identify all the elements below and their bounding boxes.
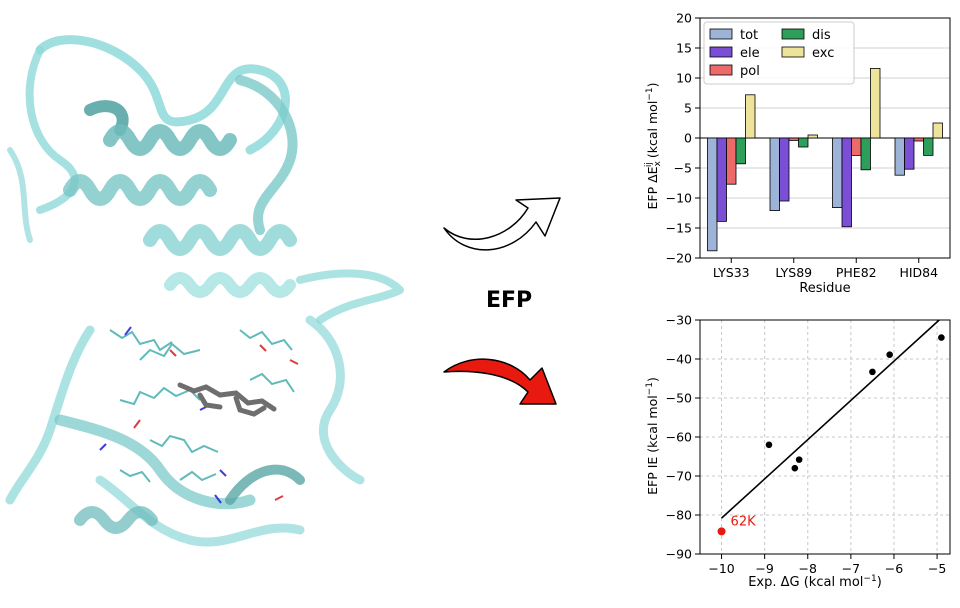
legend-label-pol: pol <box>740 64 760 79</box>
scatter-x-tick-label: −5 <box>928 561 946 576</box>
scatter-y-axis-label: EFP IE (kcal mol−1) <box>645 377 660 495</box>
ie-vs-dg-scatter-chart: 62K −90−80−70−60−50−40−30 −10 −9 −8 −7 −6 −5 … <box>645 313 951 590</box>
bar-tot-phe82 <box>832 137 843 208</box>
bar-y-tick-label: −15 <box>666 221 692 236</box>
bar-y-tick-label: 0 <box>684 131 692 146</box>
bar-y-tick-label: −5 <box>674 161 692 176</box>
scatter-point <box>869 368 876 376</box>
bar-y-tick-label: −20 <box>666 251 692 266</box>
bar-ele-hid84 <box>904 137 915 170</box>
scatter-point <box>886 351 893 359</box>
ligand-icon <box>177 382 277 417</box>
red-curved-arrow-icon <box>443 358 557 405</box>
bar-pol-lys89 <box>788 137 799 141</box>
scatter-y-tick-label: −80 <box>666 508 692 523</box>
legend-swatch-exc <box>781 46 805 58</box>
legend-swatch-dis <box>781 28 805 40</box>
bar-y-tick-label: 10 <box>676 71 692 86</box>
bar-x-tick-label: LYS89 <box>775 265 812 280</box>
bar-x-tick-label: LYS33 <box>713 265 750 280</box>
scatter-y-tick-label: −30 <box>666 313 692 328</box>
scatter-x-tick-label: −10 <box>708 561 734 576</box>
bar-chart-x-axis-label: Residue <box>799 281 850 296</box>
legend-box <box>703 21 855 85</box>
bar-exc-phe82 <box>870 68 881 139</box>
scatter-y-tick-label: −70 <box>666 469 692 484</box>
scatter-y-tick-label: −50 <box>666 391 692 406</box>
scatter-point <box>765 441 773 449</box>
scatter-chart-x-ticks: −10 −9 −8 −7 −6 −5 <box>708 554 946 576</box>
scatter-chart-y-ticks: −90 −80 −70 −60 −50 −40 −30 <box>666 313 700 562</box>
bar-pol-hid84 <box>913 137 924 142</box>
bar-tot-hid84 <box>894 137 905 176</box>
scatter-point-label: 62K <box>731 514 757 529</box>
bar-dis-phe82 <box>860 137 871 171</box>
scatter-y-tick-label: −40 <box>666 352 692 367</box>
bar-dis-lys89 <box>798 137 809 148</box>
bar-y-tick-label: 5 <box>684 101 692 116</box>
legend-swatch-tot <box>709 28 733 40</box>
bar-chart-y-axis-label: EFP ΔExij (kcal mol−1) <box>644 83 663 210</box>
scatter-point <box>938 334 945 341</box>
bar-dis-lys33 <box>735 137 746 165</box>
scatter-chart-grid <box>700 319 950 555</box>
scatter-points: 62K <box>717 334 945 536</box>
legend-swatch-ele <box>709 46 733 58</box>
protein-structure-image <box>5 35 404 547</box>
scatter-point <box>795 456 803 463</box>
bar-y-tick-label: −10 <box>666 191 692 206</box>
bar-pol-lys33 <box>726 137 737 185</box>
legend-label-dis: dis <box>812 28 831 43</box>
scatter-x-tick-label: −9 <box>755 561 773 576</box>
scatter-point <box>717 527 726 536</box>
efp-method-label: EFP <box>486 288 533 313</box>
scatter-x-tick-label: −6 <box>885 561 903 576</box>
bar-exc-lys33 <box>745 94 756 139</box>
bar-y-tick-label: 15 <box>676 41 692 56</box>
bar-chart-legend: tot ele pol dis exc <box>703 21 855 85</box>
legend-label-tot: tot <box>740 28 758 43</box>
bar-tot-lys89 <box>769 137 780 211</box>
bar-pol-phe82 <box>851 137 862 156</box>
white-curved-arrow-icon <box>443 197 561 251</box>
protein-ribbon-icon <box>5 35 404 547</box>
bar-chart-bars <box>707 68 943 252</box>
energy-decomposition-bar-chart: −20 −15 −10 −5 0 5 10 15 20 LYS33 LYS89 PHE82 HID84… <box>644 11 951 296</box>
bar-y-tick-label: 20 <box>676 11 692 26</box>
bar-chart-x-ticks: LYS33 LYS89 PHE82 HID84 <box>713 258 938 280</box>
bar-exc-hid84 <box>932 122 943 139</box>
scatter-fit-line <box>721 319 940 519</box>
scatter-x-tick-label: −8 <box>799 561 817 576</box>
bar-x-tick-label: PHE82 <box>836 265 877 280</box>
legend-label-ele: ele <box>740 46 760 61</box>
bar-exc-lys89 <box>807 134 818 139</box>
scatter-x-axis-label: Exp. ΔG (kcal mol−1) <box>748 574 882 590</box>
bar-ele-lys33 <box>716 137 727 222</box>
scatter-y-tick-label: −60 <box>666 430 692 445</box>
legend-label-exc: exc <box>812 46 834 61</box>
scatter-point <box>791 464 799 472</box>
bar-chart-y-ticks: −20 −15 −10 −5 0 5 10 15 20 <box>666 11 700 266</box>
bar-dis-hid84 <box>923 137 934 156</box>
bar-ele-phe82 <box>841 137 852 228</box>
bar-x-tick-label: HID84 <box>899 265 938 280</box>
residue-sticks-icon <box>99 326 299 504</box>
scatter-x-tick-label: −7 <box>842 561 860 576</box>
bar-ele-lys89 <box>779 137 790 202</box>
bar-tot-lys33 <box>707 137 718 252</box>
scatter-y-tick-label: −90 <box>666 547 692 562</box>
legend-swatch-pol <box>709 64 733 76</box>
